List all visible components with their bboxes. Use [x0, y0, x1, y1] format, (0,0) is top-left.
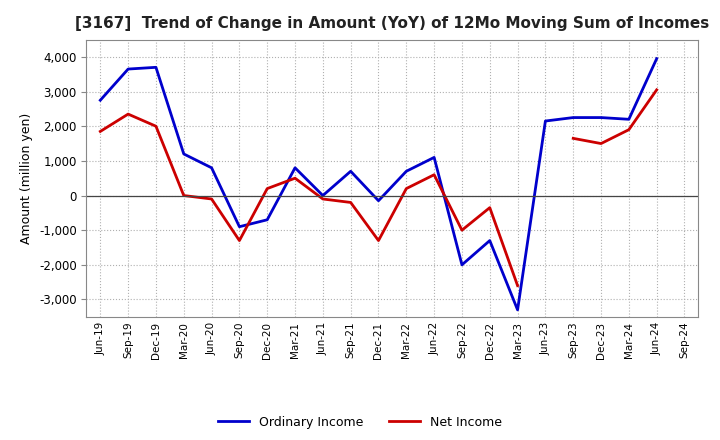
- Net Income: [346, 200, 355, 205]
- Ordinary Income: [513, 307, 522, 312]
- Ordinary Income: [652, 56, 661, 61]
- Net Income: [96, 129, 104, 134]
- Y-axis label: Amount (million yen): Amount (million yen): [20, 113, 33, 244]
- Ordinary Income: [430, 155, 438, 160]
- Ordinary Income: [346, 169, 355, 174]
- Net Income: [485, 205, 494, 210]
- Net Income: [263, 186, 271, 191]
- Net Income: [152, 124, 161, 129]
- Net Income: [291, 176, 300, 181]
- Ordinary Income: [374, 198, 383, 203]
- Net Income: [318, 196, 327, 202]
- Ordinary Income: [458, 262, 467, 268]
- Net Income: [235, 238, 243, 243]
- Ordinary Income: [318, 193, 327, 198]
- Net Income: [374, 238, 383, 243]
- Ordinary Income: [124, 66, 132, 72]
- Ordinary Income: [485, 238, 494, 243]
- Legend: Ordinary Income, Net Income: Ordinary Income, Net Income: [213, 411, 507, 434]
- Ordinary Income: [207, 165, 216, 170]
- Ordinary Income: [179, 151, 188, 157]
- Ordinary Income: [263, 217, 271, 222]
- Net Income: [513, 283, 522, 288]
- Ordinary Income: [291, 165, 300, 170]
- Net Income: [430, 172, 438, 177]
- Ordinary Income: [624, 117, 633, 122]
- Net Income: [402, 186, 410, 191]
- Line: Net Income: Net Income: [100, 114, 518, 286]
- Ordinary Income: [402, 169, 410, 174]
- Ordinary Income: [96, 98, 104, 103]
- Ordinary Income: [152, 65, 161, 70]
- Net Income: [179, 193, 188, 198]
- Net Income: [124, 111, 132, 117]
- Ordinary Income: [541, 118, 550, 124]
- Net Income: [458, 227, 467, 233]
- Ordinary Income: [235, 224, 243, 229]
- Line: Ordinary Income: Ordinary Income: [100, 59, 657, 310]
- Net Income: [207, 196, 216, 202]
- Title: [3167]  Trend of Change in Amount (YoY) of 12Mo Moving Sum of Incomes: [3167] Trend of Change in Amount (YoY) o…: [76, 16, 709, 32]
- Ordinary Income: [569, 115, 577, 120]
- Ordinary Income: [597, 115, 606, 120]
